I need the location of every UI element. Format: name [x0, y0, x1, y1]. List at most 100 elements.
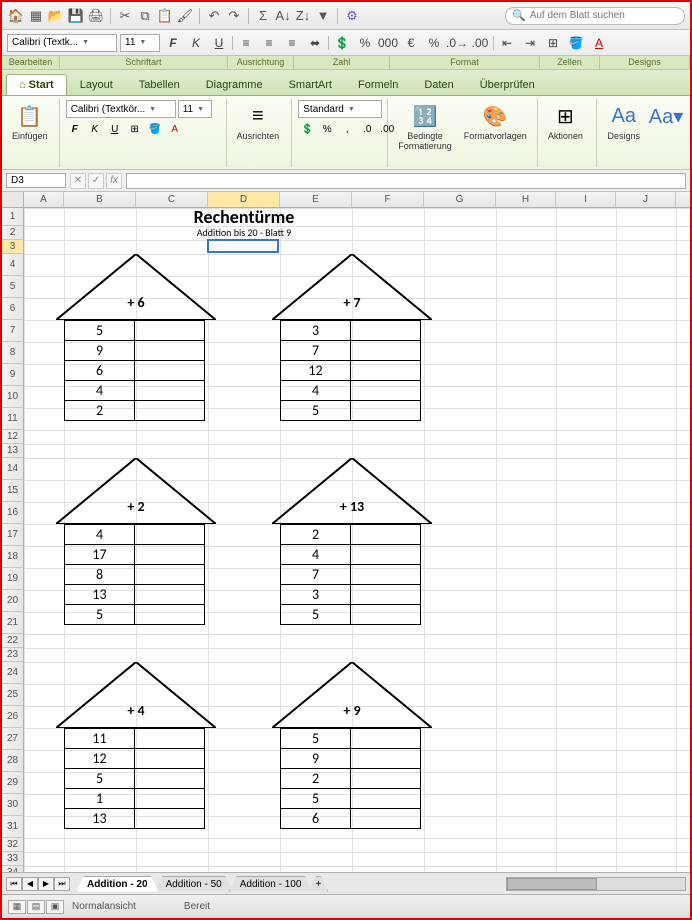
tower-cell-input[interactable]: 6 [65, 361, 135, 381]
percent-icon[interactable]: % [355, 34, 375, 52]
tower-cell-input[interactable]: 5 [281, 401, 351, 421]
currency-icon[interactable]: 💲 [332, 34, 352, 52]
indent-dec-icon[interactable]: ⇤ [497, 34, 517, 52]
tower-cell-input[interactable]: 3 [281, 585, 351, 605]
column-header[interactable]: I [556, 192, 616, 207]
tower-cell-input[interactable]: 8 [65, 565, 135, 585]
cell-grid[interactable]: RechentürmeAddition bis 20 - Blatt 9+ 65… [24, 208, 690, 880]
tab-data[interactable]: Daten [411, 74, 466, 95]
row-header[interactable]: 12 [2, 430, 23, 444]
sheet-tab[interactable]: Addition - 50 [155, 876, 233, 892]
redo-icon[interactable]: ↷ [225, 7, 243, 25]
formula-bar[interactable] [126, 173, 686, 189]
row-header[interactable]: 6 [2, 298, 23, 320]
row-header[interactable]: 29 [2, 772, 23, 794]
tower-cell-input[interactable]: 17 [65, 545, 135, 565]
sort-asc-icon[interactable]: A↓ [274, 7, 292, 25]
italic-icon[interactable]: K [86, 121, 104, 137]
fx-icon[interactable]: fx [106, 173, 122, 189]
fill-icon[interactable]: 🪣 [146, 121, 164, 137]
format-painter-icon[interactable]: 🖌 [176, 7, 194, 25]
column-header[interactable]: D [208, 192, 280, 207]
indent-inc-icon[interactable]: ⇥ [520, 34, 540, 52]
tower-cell-result[interactable] [135, 401, 205, 421]
home-icon[interactable]: 🏠 [7, 7, 25, 25]
tab-start[interactable]: ⌂Start [6, 74, 67, 95]
tower-cell-input[interactable]: 2 [281, 769, 351, 789]
sheet-tab[interactable]: Addition - 20 [76, 876, 159, 892]
column-header[interactable]: H [496, 192, 556, 207]
align-right-icon[interactable]: ≡ [282, 34, 302, 52]
row-header[interactable]: 8 [2, 342, 23, 364]
row-header[interactable]: 31 [2, 816, 23, 838]
row-header[interactable]: 10 [2, 386, 23, 408]
tab-next-icon[interactable]: ▶ [38, 877, 54, 891]
tower-cell-input[interactable]: 4 [65, 525, 135, 545]
new-icon[interactable]: ▦ [27, 7, 45, 25]
decimal-inc-icon[interactable]: .0→ [447, 34, 467, 52]
tower-cell-input[interactable]: 12 [281, 361, 351, 381]
italic-button[interactable]: K [186, 34, 206, 52]
tab-tables[interactable]: Tabellen [126, 74, 193, 95]
font-color-icon[interactable]: A [589, 34, 609, 52]
tower-cell-result[interactable] [135, 749, 205, 769]
sort-desc-icon[interactable]: Z↓ [294, 7, 312, 25]
tab-review[interactable]: Überprüfen [467, 74, 548, 95]
bold-button[interactable]: F [163, 34, 183, 52]
themes-button[interactable]: Aa Designs [603, 100, 644, 144]
currency-btn[interactable]: 💲 [298, 121, 316, 137]
cut-icon[interactable]: ✂ [116, 7, 134, 25]
underline-button[interactable]: U [209, 34, 229, 52]
tower-cell-result[interactable] [135, 585, 205, 605]
column-header[interactable]: E [280, 192, 352, 207]
tower-cell-result[interactable] [135, 361, 205, 381]
decinc-btn[interactable]: .0 [358, 121, 376, 137]
percent-btn[interactable]: % [318, 121, 336, 137]
column-header[interactable]: C [136, 192, 208, 207]
tower-cell-result[interactable] [135, 321, 205, 341]
row-header[interactable]: 9 [2, 364, 23, 386]
tower-cell-result[interactable] [135, 341, 205, 361]
tower-cell-result[interactable] [351, 525, 421, 545]
percent2-icon[interactable]: % [424, 34, 444, 52]
fonts-button[interactable]: Aa▾ [648, 100, 684, 132]
tower-cell-input[interactable]: 2 [65, 401, 135, 421]
name-box[interactable]: D3 [6, 173, 66, 188]
row-header[interactable]: 17 [2, 524, 23, 546]
horizontal-scrollbar[interactable] [506, 877, 686, 891]
tower-cell-input[interactable]: 9 [65, 341, 135, 361]
accept-fx-icon[interactable]: ✓ [88, 173, 104, 189]
borders-icon[interactable]: ⊞ [543, 34, 563, 52]
tower-cell-result[interactable] [135, 565, 205, 585]
row-header[interactable]: 19 [2, 568, 23, 590]
row-header[interactable]: 26 [2, 706, 23, 728]
tower-cell-input[interactable]: 9 [281, 749, 351, 769]
row-header[interactable]: 21 [2, 612, 23, 634]
comma-icon[interactable]: 000 [378, 34, 398, 52]
tower-cell-input[interactable]: 1 [65, 789, 135, 809]
tower-cell-input[interactable]: 5 [281, 789, 351, 809]
normal-view-icon[interactable]: ▦ [8, 900, 26, 914]
tower-cell-result[interactable] [351, 769, 421, 789]
print-icon[interactable]: 🖨 [87, 7, 105, 25]
row-header[interactable]: 4 [2, 254, 23, 276]
tower-cell-result[interactable] [351, 565, 421, 585]
row-header[interactable]: 13 [2, 444, 23, 458]
worksheet[interactable]: ABCDEFGHIJ 12345678910111213141516171819… [2, 192, 690, 912]
page-layout-view-icon[interactable]: ▤ [27, 900, 45, 914]
align-center-icon[interactable]: ≡ [259, 34, 279, 52]
page-break-view-icon[interactable]: ▣ [46, 900, 64, 914]
tower-cell-result[interactable] [351, 361, 421, 381]
tower-cell-input[interactable]: 4 [65, 381, 135, 401]
row-header[interactable]: 11 [2, 408, 23, 430]
tower-cell-input[interactable]: 7 [281, 341, 351, 361]
row-header[interactable]: 14 [2, 458, 23, 480]
row-header[interactable]: 33 [2, 852, 23, 866]
tower-cell-result[interactable] [135, 769, 205, 789]
row-header[interactable]: 5 [2, 276, 23, 298]
tower-cell-input[interactable]: 2 [281, 525, 351, 545]
row-header[interactable]: 23 [2, 648, 23, 662]
tower-cell-result[interactable] [351, 789, 421, 809]
tower-cell-input[interactable]: 4 [281, 381, 351, 401]
tower-cell-result[interactable] [351, 381, 421, 401]
